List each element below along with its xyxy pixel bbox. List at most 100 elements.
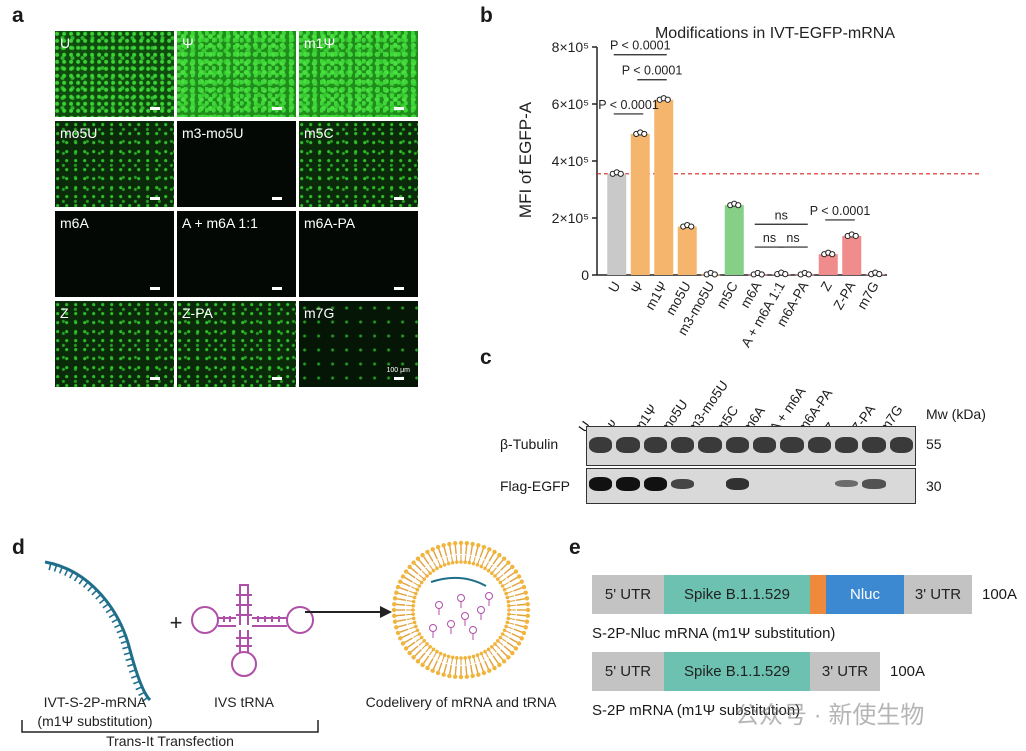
- mrna-sub-label: (m1Ψ substitution): [37, 713, 152, 729]
- lipid-nanoparticle-icon: [391, 540, 531, 680]
- micrograph-label: m6A: [60, 215, 89, 231]
- significance-label: ns: [786, 231, 799, 245]
- data-point: [852, 232, 859, 240]
- micrograph-label: m5C: [304, 125, 334, 141]
- scale-bar: [272, 377, 282, 380]
- construct2-spike: Spike B.1.1.529: [664, 652, 810, 691]
- scale-bar: [150, 377, 160, 380]
- blot-strip-egfp: [586, 468, 916, 504]
- micrograph-tile: mo5U: [55, 121, 174, 207]
- tubulin-band: [780, 437, 804, 453]
- scale-bar: [272, 197, 282, 200]
- construct1-spike: Spike B.1.1.529: [664, 575, 810, 614]
- construct2-3utr: 3' UTR: [810, 652, 880, 691]
- blot-strip-tubulin: [586, 426, 916, 466]
- tubulin-band: [643, 437, 667, 453]
- egfp-band: [671, 478, 695, 489]
- x-tick-label: m7G: [854, 279, 882, 312]
- x-tick-label: Z: [818, 279, 835, 294]
- y-tick-label: 0: [581, 267, 589, 283]
- data-point: [876, 271, 883, 278]
- micrograph-tile: m1Ψ: [299, 31, 418, 117]
- scale-bar: [394, 377, 404, 380]
- construct1-5utr: 5' UTR: [592, 575, 664, 614]
- blot-row-label-egfp: Flag-EGFP: [500, 478, 571, 494]
- scale-bar: [394, 287, 404, 290]
- micrograph-label: Z-PA: [182, 305, 213, 321]
- construct1-nluc: Nluc: [826, 575, 904, 614]
- plus-sign: +: [170, 610, 183, 635]
- tubulin-band: [725, 437, 749, 453]
- micrograph-label: Ψ: [182, 35, 194, 51]
- panel-label-e: e: [569, 536, 581, 559]
- micrograph-label: m6A-PA: [304, 215, 356, 231]
- tubulin-band: [807, 437, 831, 453]
- construct2-5utr: 5' UTR: [592, 652, 664, 691]
- construct-2-caption: S-2P mRNA (m1Ψ substitution): [592, 702, 801, 719]
- bar: [842, 235, 862, 275]
- codelivery-label: Codelivery of mRNA and tRNA: [366, 694, 557, 710]
- mrna-label: IVT-S-2P-mRNA: [44, 694, 147, 710]
- bar: [724, 205, 744, 275]
- scale-bar: [150, 287, 160, 290]
- y-tick-label: 2×10⁵: [552, 210, 589, 226]
- micrograph-label: A + m6A 1:1: [182, 215, 258, 231]
- data-point: [711, 271, 718, 278]
- data-point: [735, 202, 742, 209]
- blot-row-label-tubulin: β-Tubulin: [500, 436, 559, 452]
- micrograph-label: mo5U: [60, 125, 98, 141]
- tubulin-band: [835, 437, 859, 453]
- micrograph-tile: A + m6A 1:1: [177, 211, 296, 297]
- y-tick-label: 4×10⁵: [552, 153, 589, 169]
- transfection-label: Trans-It Transfection: [106, 733, 234, 749]
- micrograph-label: m3-mo5U: [182, 125, 244, 141]
- micrograph-tile: m7G 100 μm: [299, 301, 418, 387]
- bar: [677, 226, 697, 275]
- significance-label: ns: [775, 208, 788, 222]
- scale-bar: [150, 107, 160, 110]
- x-tick-label: Ψ: [628, 279, 647, 296]
- chart-title: Modifications in IVT-EGFP-mRNA: [655, 25, 895, 42]
- construct1-linker: [810, 575, 826, 614]
- construct-1-caption: S-2P-Nluc mRNA (m1Ψ substitution): [592, 625, 836, 642]
- tubulin-band: [889, 437, 913, 453]
- scale-bar: [394, 197, 404, 200]
- micrograph-label: Z: [60, 305, 69, 321]
- data-point: [617, 170, 624, 177]
- tubulin-band: [671, 437, 695, 453]
- mw-header: Mw (kDa): [926, 406, 986, 422]
- data-point: [641, 130, 648, 138]
- construct1-tail: 100A: [982, 586, 1018, 603]
- construct2-tail: 100A: [890, 663, 926, 680]
- bar: [630, 133, 650, 275]
- data-point: [758, 271, 765, 278]
- significance-label: P < 0.0001: [610, 39, 671, 53]
- significance-label: P < 0.0001: [598, 98, 659, 112]
- micrograph-tile: m5C: [299, 121, 418, 207]
- transfection-bracket: [21, 720, 319, 733]
- micrograph-tile: Z: [55, 301, 174, 387]
- tubulin-band: [862, 437, 886, 453]
- arrow-right-icon: [305, 606, 392, 618]
- significance-label: P < 0.0001: [810, 204, 871, 218]
- egfp-band: [616, 477, 640, 491]
- micrograph-tile: m6A: [55, 211, 174, 297]
- x-tick-label: m5C: [714, 279, 741, 311]
- data-point: [664, 96, 671, 103]
- significance-label: P < 0.0001: [622, 64, 683, 78]
- chart-y-axis-label: MFI of EGFP-A: [516, 101, 535, 218]
- data-point: [688, 223, 695, 230]
- micrograph-label: U: [60, 35, 71, 51]
- scale-bar: [272, 287, 282, 290]
- scale-bar-text: 100 μm: [386, 367, 411, 374]
- x-tick-label: Z-PA: [830, 279, 858, 312]
- mw-30: 30: [926, 478, 942, 494]
- bar: [654, 99, 674, 275]
- mfi-bar-chart: Modifications in IVT-EGFP-mRNA MFI of EG…: [516, 25, 979, 350]
- trna-label: IVS tRNA: [214, 694, 275, 710]
- trna-icon: [191, 584, 314, 677]
- scale-bar: [150, 197, 160, 200]
- micrograph-tile: m3-mo5U: [177, 121, 296, 207]
- codelivery-schematic: + IVT-S-2P-mRNA (m1Ψ substitution) IVS t…: [21, 540, 557, 749]
- egfp-band: [589, 477, 613, 491]
